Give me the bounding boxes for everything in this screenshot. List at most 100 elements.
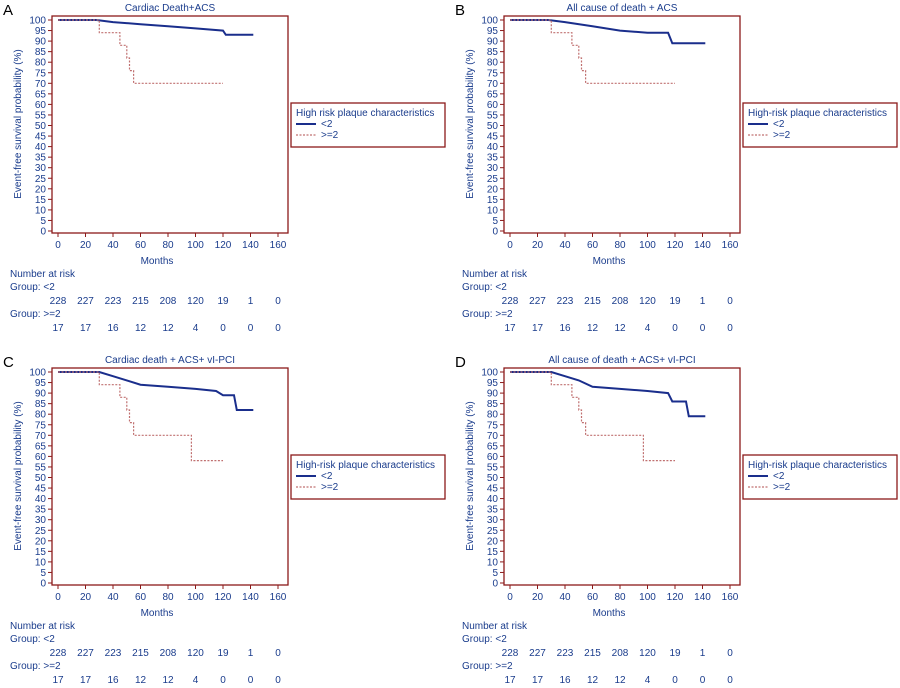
y-tick-label: 40	[487, 142, 499, 153]
x-tick-label: 120	[215, 240, 232, 251]
y-tick-label: 5	[40, 568, 46, 579]
y-tick-label: 10	[487, 557, 499, 568]
risk-group1-value: 120	[187, 296, 204, 307]
risk-group1-value: 223	[105, 296, 122, 307]
risk-group2-value: 4	[645, 323, 651, 334]
y-tick-label: 25	[487, 174, 499, 185]
panel-letter: A	[3, 2, 13, 19]
y-tick-label: 95	[35, 378, 47, 389]
legend: High-risk plaque characteristics<2>=2	[742, 454, 898, 500]
x-tick-label: 100	[187, 240, 204, 251]
y-tick-label: 75	[35, 420, 47, 431]
risk-group1-value: 120	[639, 296, 656, 307]
x-tick-label: 0	[55, 240, 61, 251]
risk-group2-label: Group: >=2	[10, 661, 61, 672]
y-tick-label: 25	[487, 526, 499, 537]
y-tick-label: 0	[492, 227, 498, 238]
legend-box	[742, 102, 898, 148]
panel-letter: B	[455, 2, 465, 19]
y-tick-label: 90	[487, 37, 499, 48]
risk-table: Number at risk Group: <2 228 227 223 215 208 12…	[462, 269, 733, 334]
risk-group1-value: 223	[557, 296, 574, 307]
risk-group2-value: 12	[587, 675, 599, 683]
y-tick-label: 10	[487, 205, 499, 216]
x-tick-label: 0	[55, 592, 61, 603]
survival-line-high-risk	[58, 371, 223, 462]
y-tick-label: 45	[35, 132, 47, 143]
y-tick-label: 15	[487, 195, 499, 206]
x-tick-label: 40	[107, 240, 119, 251]
legend-entry: >=2	[321, 130, 339, 141]
y-tick-label: 20	[487, 184, 499, 195]
chart-title: Cardiac Death+ACS	[125, 3, 216, 14]
legend-entry: <2	[773, 471, 785, 482]
y-tick-label: 50	[35, 121, 47, 132]
y-tick-label: 10	[35, 205, 47, 216]
y-tick-label: 100	[481, 16, 498, 27]
x-tick-label: 20	[532, 592, 544, 603]
risk-group2-value: 17	[80, 323, 92, 334]
x-tick-label: 140	[694, 592, 711, 603]
risk-group2-value: 12	[162, 323, 174, 334]
risk-group1-value: 208	[612, 296, 629, 307]
risk-group2-value: 17	[532, 323, 544, 334]
y-tick-label: 70	[487, 79, 499, 90]
y-tick-label: 0	[40, 227, 46, 238]
risk-group1-value: 223	[557, 648, 574, 659]
y-tick-label: 30	[487, 515, 499, 526]
plot-frame	[51, 15, 289, 234]
y-tick-label: 45	[487, 132, 499, 143]
risk-group1-value: 0	[275, 648, 281, 659]
y-tick-label: 75	[487, 68, 499, 79]
y-tick-label: 85	[487, 399, 499, 410]
y-tick-label: 40	[35, 142, 47, 153]
risk-group1-value: 0	[275, 296, 281, 307]
risk-group2-value: 16	[107, 675, 119, 683]
y-tick-label: 100	[29, 16, 46, 27]
y-tick-label: 75	[487, 420, 499, 431]
risk-group1-value: 19	[669, 296, 681, 307]
risk-group1-value: 215	[584, 648, 601, 659]
risk-table-header: Number at risk	[10, 269, 76, 280]
x-tick-label: 140	[242, 592, 259, 603]
risk-group1-value: 19	[669, 648, 681, 659]
y-tick-label: 55	[35, 462, 47, 473]
y-tick-label: 50	[487, 473, 499, 484]
risk-group1-value: 223	[105, 648, 122, 659]
y-tick-label: 35	[35, 153, 47, 164]
y-tick-label: 95	[487, 26, 499, 37]
y-tick-label: 55	[487, 110, 499, 121]
y-tick-label: 45	[487, 484, 499, 495]
risk-group2-value: 17	[504, 675, 516, 683]
risk-group2-value: 0	[275, 675, 281, 683]
y-tick-label: 85	[487, 47, 499, 58]
y-tick-label: 30	[35, 515, 47, 526]
risk-group1-value: 1	[700, 296, 706, 307]
y-tick-label: 90	[35, 389, 47, 400]
legend-entry: >=2	[321, 482, 339, 493]
x-tick-label: 140	[694, 240, 711, 251]
x-tick-label: 60	[587, 240, 599, 251]
x-tick-label: 100	[639, 592, 656, 603]
y-tick-label: 80	[35, 410, 47, 421]
x-tick-label: 0	[507, 240, 513, 251]
y-tick-label: 0	[492, 579, 498, 590]
risk-group1-value: 19	[217, 648, 229, 659]
x-tick-label: 0	[507, 592, 513, 603]
risk-group2-value: 0	[727, 675, 733, 683]
y-tick-label: 50	[35, 473, 47, 484]
x-tick-label: 140	[242, 240, 259, 251]
risk-group1-value: 227	[77, 648, 94, 659]
x-tick-label: 80	[162, 592, 174, 603]
y-tick-label: 85	[35, 47, 47, 58]
y-tick-label: 40	[35, 494, 47, 505]
y-axis-label: Event-free survival probability (%)	[465, 401, 476, 551]
y-tick-label: 5	[492, 568, 498, 579]
y-tick-label: 5	[40, 216, 46, 227]
y-tick-label: 70	[35, 79, 47, 90]
x-tick-label: 100	[639, 240, 656, 251]
x-axis-label: Months	[141, 608, 174, 619]
risk-group1-value: 215	[132, 648, 149, 659]
risk-group2-value: 4	[645, 675, 651, 683]
survival-line-low-risk	[510, 371, 706, 418]
